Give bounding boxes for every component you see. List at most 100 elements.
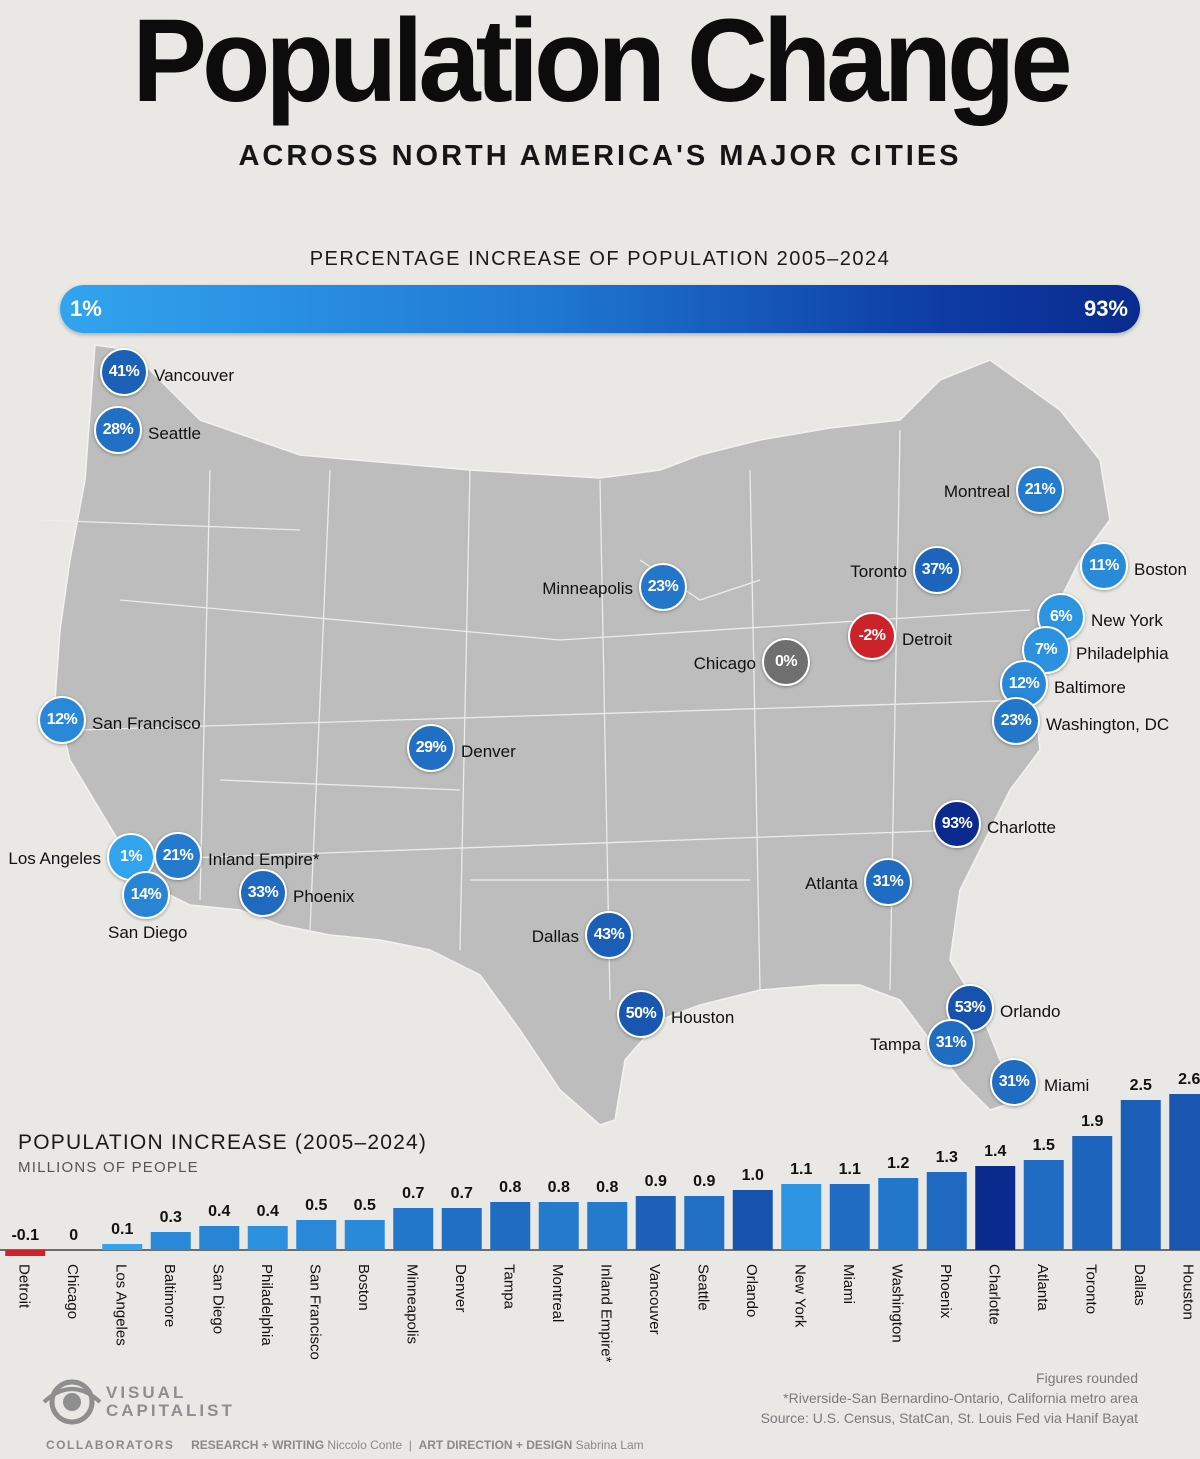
map-state-lines — [39, 429, 1031, 1001]
bar-value-label-san-francisco: 0.5 — [305, 1197, 327, 1214]
bar-denver — [441, 1208, 482, 1250]
bar-toronto — [1072, 1136, 1113, 1250]
bar-category-label-montreal: Montreal — [549, 1264, 566, 1322]
city-label-vancouver: Vancouver — [154, 366, 235, 385]
bar-chart-title: POPULATION INCREASE (2005–2024) — [18, 1131, 428, 1154]
bar-category-label-baltimore: Baltimore — [161, 1264, 178, 1327]
bar-category-label-charlotte: Charlotte — [985, 1264, 1002, 1325]
map-land — [54, 344, 1111, 1126]
bar-value-label-charlotte: 1.4 — [984, 1143, 1006, 1160]
city-label-san-francisco: San Francisco — [92, 714, 201, 733]
page-subtitle: ACROSS NORTH AMERICA'S MAJOR CITIES — [238, 140, 962, 172]
bar-category-label-san-francisco: San Francisco — [306, 1264, 323, 1360]
bar-detroit — [5, 1250, 46, 1256]
bar-dallas — [1120, 1100, 1161, 1250]
bar-houston — [1169, 1094, 1200, 1250]
logo-line-2: CAPITALIST — [106, 1401, 235, 1420]
bar-value-label-houston: 2.6 — [1178, 1071, 1200, 1088]
city-label-new-york: New York — [1091, 611, 1163, 630]
bar-value-label-toronto: 1.9 — [1081, 1113, 1103, 1130]
city-bubble-orlando: 53% — [946, 984, 994, 1032]
bar-category-label-tampa: Tampa — [500, 1264, 517, 1310]
visual-capitalist-logo-icon — [42, 1379, 102, 1425]
city-label-dallas: Dallas — [531, 927, 579, 946]
legend-max-label: 93% — [1083, 296, 1128, 321]
city-label-baltimore: Baltimore — [1054, 678, 1126, 697]
city-bubble-toronto: 37% — [913, 546, 961, 594]
note-rounded: Figures rounded — [1036, 1370, 1138, 1386]
city-bubble-boston: 11% — [1080, 542, 1128, 590]
bar-value-label-montreal: 0.8 — [548, 1179, 570, 1196]
bar-category-label-seattle: Seattle — [694, 1264, 711, 1311]
bar-washington — [878, 1178, 919, 1250]
bar-atlanta — [1023, 1160, 1064, 1250]
bar-charlotte — [975, 1166, 1016, 1250]
bar-category-label-minneapolis: Minneapolis — [403, 1264, 420, 1344]
note-inland-empire: *Riverside-San Bernardino-Ontario, Calif… — [783, 1390, 1138, 1406]
bar-miami — [829, 1184, 870, 1250]
design-name: Sabrina Lam — [575, 1438, 644, 1452]
credits: COLLABORATORS RESEARCH + WRITING Niccolo… — [46, 1438, 644, 1452]
bar-value-label-los-angeles: 0.1 — [111, 1221, 133, 1238]
bar-chart-subtitle: MILLIONS OF PEOPLE — [18, 1159, 199, 1176]
research-name: Niccolo Conte — [327, 1438, 403, 1452]
bar-category-label-philadelphia: Philadelphia — [258, 1264, 275, 1346]
city-bubble-minneapolis: 23% — [639, 563, 687, 611]
city-bubble-seattle: 28% — [94, 406, 142, 454]
bar-category-label-miami: Miami — [840, 1264, 857, 1304]
bar-value-label-inland-empire: 0.8 — [596, 1179, 618, 1196]
city-bubble-detroit: -2% — [848, 612, 896, 660]
bar-new-york — [781, 1184, 822, 1250]
bar-value-label-new-york: 1.1 — [790, 1161, 812, 1178]
bar-value-label-miami: 1.1 — [839, 1161, 861, 1178]
city-label-montreal: Montreal — [943, 482, 1010, 501]
city-bubble-montreal: 21% — [1016, 466, 1064, 514]
bar-value-label-detroit: -0.1 — [11, 1227, 39, 1244]
city-label-los-angeles: Los Angeles — [8, 849, 101, 868]
bar-value-label-san-diego: 0.4 — [208, 1203, 230, 1220]
bar-value-label-orlando: 1.0 — [742, 1167, 764, 1184]
bar-category-label-los-angeles: Los Angeles — [112, 1264, 129, 1346]
city-label-inland-empire: Inland Empire* — [208, 850, 320, 869]
bar-minneapolis — [393, 1208, 434, 1250]
logo-wordmark: VISUAL CAPITALIST — [106, 1384, 235, 1420]
bar-value-label-vancouver: 0.9 — [645, 1173, 667, 1190]
bar-orlando — [732, 1190, 773, 1250]
bar-value-label-philadelphia: 0.4 — [257, 1203, 279, 1220]
bar-philadelphia — [247, 1226, 288, 1250]
city-label-toronto: Toronto — [850, 562, 907, 581]
city-label-phoenix: Phoenix — [293, 887, 355, 906]
bar-category-label-orlando: Orlando — [743, 1264, 760, 1317]
bar-category-label-chicago: Chicago — [64, 1264, 81, 1319]
city-label-tampa: Tampa — [869, 1035, 921, 1054]
city-bubble-washington-dc: 23% — [992, 697, 1040, 745]
city-label-minneapolis: Minneapolis — [542, 579, 633, 598]
legend-gradient-bar: 1% 93% — [60, 285, 1140, 333]
bar-value-label-atlanta: 1.5 — [1033, 1137, 1055, 1154]
city-label-orlando: Orlando — [1000, 1002, 1061, 1021]
city-bubble-philadelphia: 7% — [1022, 626, 1070, 674]
bar-value-label-minneapolis: 0.7 — [402, 1185, 424, 1202]
bar-category-label-washington: Washington — [888, 1264, 905, 1343]
city-bubble-chicago: 0% — [762, 638, 810, 686]
city-bubble-miami: 31% — [990, 1058, 1038, 1106]
city-bubble-denver: 29% — [407, 724, 455, 772]
collaborators-label: COLLABORATORS — [46, 1438, 175, 1452]
design-label: ART DIRECTION + DESIGN — [418, 1438, 573, 1452]
bar-value-label-phoenix: 1.3 — [936, 1149, 958, 1166]
bar-boston — [344, 1220, 385, 1250]
city-label-denver: Denver — [461, 742, 516, 761]
legend-min-label: 1% — [70, 296, 102, 321]
city-label-detroit: Detroit — [902, 630, 953, 649]
bar-category-label-atlanta: Atlanta — [1034, 1264, 1051, 1311]
bar-category-label-boston: Boston — [355, 1264, 372, 1311]
legend-title: PERCENTAGE INCREASE OF POPULATION 2005–2… — [309, 248, 891, 270]
bar-value-label-chicago: 0 — [69, 1227, 78, 1244]
city-label-atlanta: Atlanta — [805, 874, 858, 893]
city-label-washington-dc: Washington, DC — [1046, 715, 1170, 734]
bar-value-label-washington: 1.2 — [887, 1155, 909, 1172]
city-bubble-san-diego: 14% — [122, 871, 170, 919]
city-bubble-san-francisco: 12% — [38, 696, 86, 744]
city-bubble-phoenix: 33% — [239, 869, 287, 917]
